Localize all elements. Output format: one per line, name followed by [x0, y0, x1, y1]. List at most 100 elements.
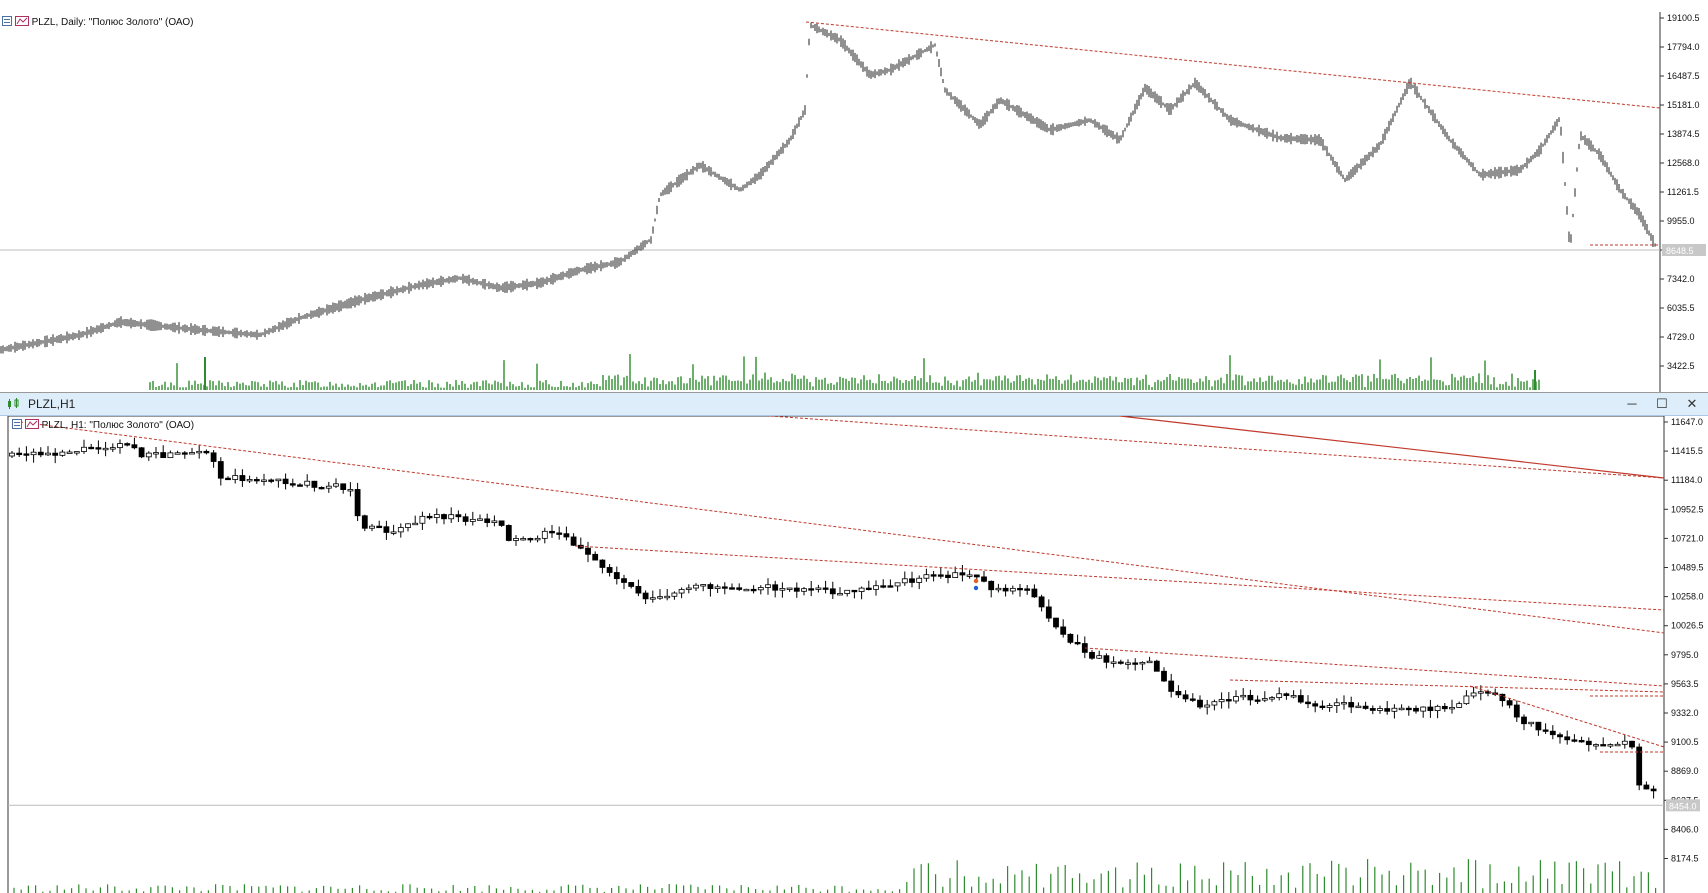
indicator-icon[interactable]: [24, 419, 39, 432]
list-icon[interactable]: [2, 16, 12, 29]
h1-candle-body: [909, 578, 915, 583]
h1-candle-body: [1017, 587, 1023, 591]
h1-candle-body: [1377, 708, 1383, 711]
h1-candle-body: [1031, 588, 1038, 598]
h1-candle-body: [253, 479, 260, 482]
h1-price-label: 9563.5: [1671, 679, 1699, 689]
daily-price-label: 15181.0: [1667, 100, 1700, 110]
h1-candle-body: [865, 587, 872, 591]
indicator-icon[interactable]: [14, 16, 29, 29]
h1-candle-body: [1168, 680, 1175, 692]
daily-chart-area[interactable]: 19100.5 17794.0 16487.5 15181.0 13874.5 12568…: [0, 0, 1708, 392]
h1-candle-body: [981, 576, 987, 582]
h1-candle-body: [1571, 739, 1578, 742]
h1-candle-body: [729, 587, 735, 590]
h1-candle-body: [405, 523, 411, 528]
h1-candle-body: [822, 587, 829, 590]
h1-candle-body: [736, 587, 743, 590]
h1-candle-body: [894, 582, 901, 587]
h1-candle-body: [1629, 740, 1635, 748]
h1-candle-body: [765, 584, 771, 588]
h1-candle-body: [1233, 696, 1239, 702]
h1-candle-body: [88, 446, 95, 450]
h1-candle-body: [311, 480, 318, 488]
h1-candle-body: [678, 589, 685, 594]
h1-chart-svg: 11647.0 11415.5 11184.0 10952.5 10721.0 10489…: [7, 416, 1704, 893]
h1-candle-body: [131, 444, 138, 449]
h1-candle-body: [1607, 744, 1614, 747]
h1-candle-body: [239, 475, 246, 482]
h1-candle-body: [282, 478, 289, 485]
h1-candle-body: [297, 484, 303, 487]
h1-candle-body: [1247, 694, 1254, 701]
h1-price-label: 10489.5: [1671, 563, 1704, 573]
h1-candle-body: [1427, 706, 1434, 712]
h1-candle-body: [606, 567, 613, 573]
h1-candle-body: [1038, 596, 1045, 608]
h1-candle-body: [433, 514, 440, 518]
h1-candle-body: [563, 533, 570, 538]
h1-plot-bg: [8, 416, 1664, 893]
h1-candle-body: [707, 584, 714, 590]
h1-candle-body: [347, 489, 354, 492]
h1-candle-body: [685, 587, 692, 590]
h1-candle-body: [95, 447, 102, 450]
h1-candle-body: [858, 587, 865, 592]
h1-candle-body: [815, 587, 822, 590]
h1-candle-body: [1305, 701, 1311, 705]
h1-candle-body: [275, 478, 282, 482]
h1-trendline: [1084, 647, 1665, 687]
h1-candle-body: [1434, 705, 1441, 712]
h1-candle-body: [801, 588, 807, 592]
h1-current-price-badge: [1666, 799, 1700, 812]
h1-price-label: 11415.5: [1671, 446, 1703, 456]
h1-candle-body: [1197, 699, 1203, 708]
h1-window-titlebar[interactable]: PLZL,H1 ─ ☐ ✕: [0, 393, 1708, 416]
h1-candle-body: [412, 522, 419, 526]
h1-candle-body: [1297, 695, 1304, 703]
daily-price-label: 11261.5: [1667, 187, 1699, 197]
h1-candle-body: [1132, 662, 1139, 665]
h1-candle-body: [1290, 695, 1297, 698]
h1-candle-body: [1398, 707, 1405, 711]
h1-candle-body: [318, 486, 325, 490]
maximize-button[interactable]: ☐: [1656, 396, 1668, 411]
h1-candle-body: [1053, 617, 1059, 628]
h1-candle-body: [592, 553, 599, 561]
h1-chart-area[interactable]: 11647.0 11415.5 11184.0 10952.5 10721.0 10489…: [0, 416, 1708, 893]
list-icon[interactable]: [12, 419, 22, 432]
h1-candle-body: [383, 526, 390, 533]
h1-candle-body: [81, 446, 87, 452]
h1-candle-body: [1521, 716, 1527, 725]
h1-candle-body: [66, 451, 73, 454]
h1-candle-body: [376, 525, 383, 529]
h1-candle-body: [217, 461, 224, 479]
daily-price-label: 17794.0: [1667, 42, 1700, 52]
h1-candle-body: [462, 516, 469, 522]
h1-candle-body: [23, 453, 30, 456]
h1-candle-body: [750, 588, 757, 592]
close-button[interactable]: ✕: [1686, 396, 1698, 411]
h1-candle-body: [1420, 706, 1427, 712]
h1-trendline-solid: [1119, 416, 1665, 479]
minimize-button[interactable]: ─: [1627, 396, 1637, 411]
h1-candle-body: [1269, 697, 1275, 700]
h1-candle-body: [145, 452, 152, 458]
h1-candle-body: [916, 577, 923, 583]
h1-candle-body: [570, 536, 577, 546]
h1-candle-body: [1528, 721, 1535, 725]
h1-candle-body: [901, 578, 908, 584]
h1-candle-body: [1341, 702, 1347, 705]
h1-candle-body: [1139, 662, 1146, 665]
h1-candle-body: [52, 452, 59, 456]
h1-candle-body: [693, 584, 699, 589]
h1-candle-body: [851, 589, 858, 593]
h1-price-label: 10026.5: [1671, 621, 1704, 631]
h1-candle-body: [585, 547, 591, 555]
h1-candle-body: [37, 451, 44, 456]
h1-candle-body: [714, 586, 721, 590]
h1-candle-body: [361, 515, 368, 529]
h1-candle-body: [1405, 707, 1412, 711]
h1-candle-body: [174, 452, 181, 455]
h1-candle-body: [1564, 736, 1571, 741]
